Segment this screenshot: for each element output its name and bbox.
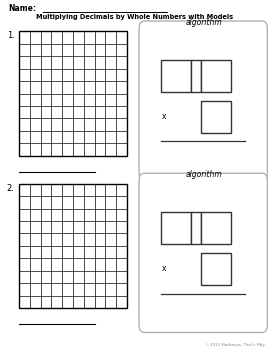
Text: 1.: 1. (7, 32, 15, 41)
Bar (191, 60, 201, 92)
Text: Multiplying Decimals by Whole Numbers with Models: Multiplying Decimals by Whole Numbers wi… (36, 14, 234, 20)
Text: x: x (162, 264, 167, 273)
FancyBboxPatch shape (139, 21, 267, 180)
Bar (201, 60, 231, 92)
Text: Name:: Name: (8, 4, 36, 13)
Text: x: x (162, 112, 167, 121)
Text: © 2013 Mathways, That’s Fifty: © 2013 Mathways, That’s Fifty (205, 343, 265, 347)
Bar (201, 212, 231, 244)
Bar (161, 60, 191, 92)
Bar (201, 100, 231, 133)
Text: algorithm: algorithm (185, 18, 222, 27)
Bar (19, 32, 127, 156)
FancyBboxPatch shape (139, 173, 267, 332)
Text: algorithm: algorithm (185, 170, 222, 179)
Text: 2.: 2. (7, 184, 15, 193)
Bar (191, 212, 201, 244)
Bar (201, 253, 231, 285)
Bar (19, 184, 127, 308)
Bar (161, 212, 191, 244)
